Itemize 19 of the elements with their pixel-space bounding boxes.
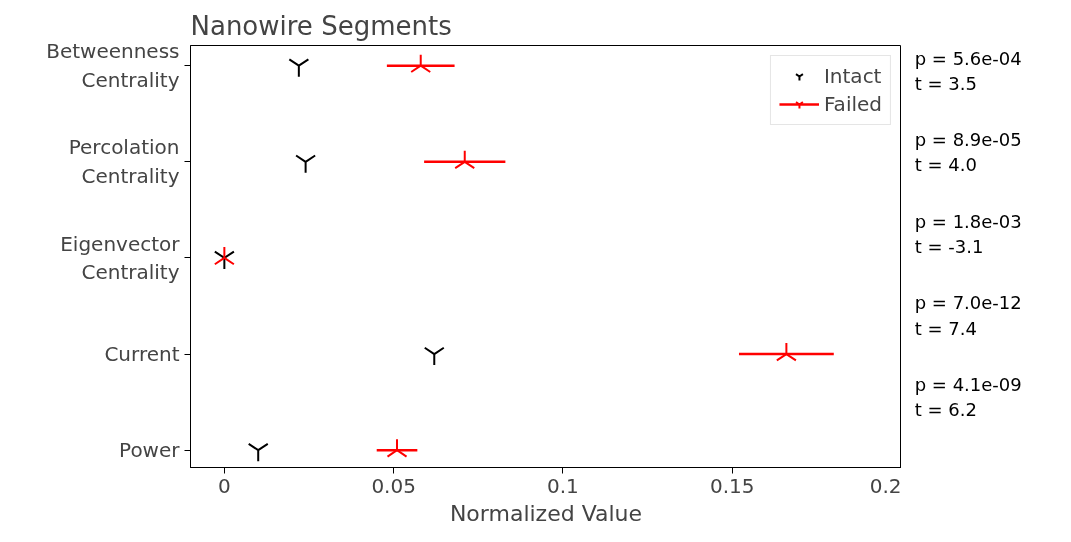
y-tick-label: Power — [119, 438, 181, 463]
y-tick-label: Eigenvector Centrality — [60, 231, 181, 285]
y-tick-label: Betweenness Centrality — [46, 39, 180, 93]
chart-title: Nanowire Segments — [190, 10, 452, 41]
text: p = 5.6e-04 t = 3.5 — [914, 47, 1022, 94]
legend-label: Intact — [823, 64, 882, 88]
x-tick-label: 0.05 — [371, 473, 416, 498]
legend-label: Failed — [823, 92, 882, 116]
text: p = 4.1e-09 t = 6.2 — [914, 374, 1022, 421]
x-tick-label: 0.15 — [709, 473, 755, 498]
x-tick-label: 0 — [217, 473, 231, 498]
x-tick-label: 0.1 — [547, 473, 579, 498]
y-tick-label: Current — [104, 342, 180, 367]
text: p = 7.0e-12 t = 7.4 — [914, 292, 1022, 339]
x-tick-label: 0.2 — [869, 473, 902, 498]
y-tick-label: Percolation Centrality — [68, 135, 180, 189]
text: p = 1.8e-03 t = -3.1 — [914, 210, 1022, 257]
text: p = 8.9e-05 t = 4.0 — [914, 129, 1022, 176]
x-axis-title: Normalized Value — [449, 500, 643, 526]
